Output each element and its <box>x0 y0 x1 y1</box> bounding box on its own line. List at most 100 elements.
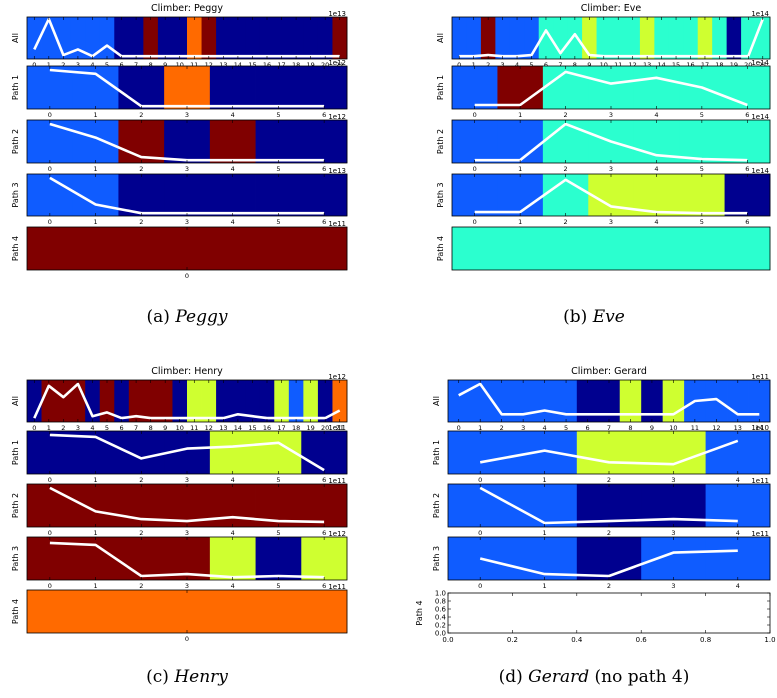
heatmap-cell <box>157 17 173 59</box>
heatmap-cell <box>542 120 589 163</box>
x-tick-label: 1.0 <box>764 636 775 644</box>
heatmap-cell <box>255 174 302 216</box>
panel-ylabel: Path 4 <box>415 600 424 625</box>
x-tick-label: 6 <box>745 218 749 226</box>
heatmap-cell <box>230 380 246 422</box>
x-tick-label: 0 <box>48 476 52 484</box>
series-line <box>459 18 765 58</box>
x-tick-label: 4 <box>90 61 94 69</box>
heatmap-cell <box>633 66 680 109</box>
x-tick-label: 4 <box>90 424 94 432</box>
caption-name: Peggy <box>175 307 228 327</box>
x-tick-label: 2 <box>564 218 568 226</box>
heatmap-cell <box>332 17 348 59</box>
y-tick-label: 0.2 <box>435 622 446 630</box>
x-tick-label: 6 <box>322 218 326 226</box>
x-tick-label: 3 <box>185 582 189 590</box>
panel-frame <box>26 173 348 217</box>
heatmap-cell <box>639 17 655 59</box>
heatmap-cell <box>448 380 470 422</box>
heatmap-cell <box>755 17 771 59</box>
x-tick-label: 1 <box>47 61 51 69</box>
heatmap-cell <box>490 380 513 422</box>
x-tick-label: 9 <box>650 424 654 432</box>
x-tick-label: 0 <box>478 582 482 590</box>
x-tick-label: 18 <box>292 61 300 69</box>
x-tick-label: 21 <box>336 61 344 69</box>
x-tick-label: 2 <box>139 165 143 173</box>
heatmap-cell <box>662 380 685 422</box>
x-tick-label: 8 <box>628 424 632 432</box>
x-tick-label: 3 <box>671 476 675 484</box>
heatmap-cell <box>683 17 699 59</box>
heatmap-cell <box>201 380 217 422</box>
x-tick-label: 0 <box>48 582 52 590</box>
heatmap-cell <box>164 120 211 163</box>
x-tick-label: 4 <box>654 111 658 119</box>
x-tick-label: 16 <box>686 61 694 69</box>
panel-ylabel: Path 1 <box>11 75 20 100</box>
caption-note: (no path 4) <box>594 667 690 687</box>
x-tick-label: 11 <box>614 61 622 69</box>
heatmap-cell <box>27 174 74 216</box>
heatmap-cell <box>512 380 535 422</box>
heatmap-cell <box>259 17 275 59</box>
heatmap-cell <box>555 380 578 422</box>
heatmap-cell <box>727 380 749 422</box>
caption-name: Eve <box>592 307 625 327</box>
x-tick-label: 6 <box>322 476 326 484</box>
x-tick-label: 5 <box>276 582 280 590</box>
x-tick-label: 1 <box>472 61 476 69</box>
x-tick-label: 6 <box>544 61 548 69</box>
panel-frame <box>451 226 771 271</box>
x-tick-label: 17 <box>277 61 285 69</box>
x-tick-label: 5 <box>276 165 280 173</box>
x-tick-label: 4 <box>231 582 235 590</box>
heatmap-cell <box>588 66 635 109</box>
x-tick-label: 4 <box>543 424 547 432</box>
panel-frame <box>447 483 771 528</box>
heatmap-cell <box>332 380 348 422</box>
exponent-label: 1e11 <box>328 583 346 591</box>
x-tick-label: 20 <box>321 424 329 432</box>
x-tick-label: 4 <box>654 218 658 226</box>
heatmap-cell <box>466 17 482 59</box>
x-tick-label: 10 <box>600 61 608 69</box>
x-tick-label: 17 <box>701 61 709 69</box>
x-tick-label: 7 <box>558 61 562 69</box>
x-tick-label: 6 <box>322 111 326 119</box>
x-tick-label: 5 <box>700 111 704 119</box>
x-tick-label: 0.2 <box>507 636 518 644</box>
x-tick-label: 0 <box>48 111 52 119</box>
heatmap-cell <box>99 17 115 59</box>
heatmap-cell <box>654 17 670 59</box>
caption-label: (b) <box>563 307 588 327</box>
panel-ylabel: Path 2 <box>436 129 445 154</box>
heatmap-cell <box>512 431 578 474</box>
series-line <box>33 17 340 58</box>
panel-ylabel: All <box>11 33 20 43</box>
panel-frame <box>26 16 348 60</box>
heatmap-cell <box>209 120 256 163</box>
caption-label: (c) <box>146 667 169 687</box>
x-tick-label: 3 <box>185 165 189 173</box>
x-tick-label: 0 <box>185 635 189 643</box>
series-line <box>33 382 341 420</box>
x-tick-label: 5 <box>700 165 704 173</box>
heatmap-cell <box>118 66 165 109</box>
heatmap-cell <box>448 431 513 474</box>
x-tick-label: 1 <box>543 476 547 484</box>
x-tick-label: 0 <box>478 529 482 537</box>
caption-peggy: (a) Peggy <box>87 307 287 327</box>
heatmap-cell <box>143 380 159 422</box>
panel-frame <box>447 430 771 475</box>
heatmap-cell <box>72 120 119 163</box>
series-line <box>479 486 738 525</box>
heatmap-cell <box>497 120 544 163</box>
y-tick-label: 1.0 <box>435 590 446 598</box>
panel-frame <box>447 536 771 581</box>
x-tick-label: 8 <box>149 424 153 432</box>
x-tick-label: 16 <box>263 61 271 69</box>
series-line <box>474 70 748 107</box>
heatmap-cell <box>301 484 348 527</box>
